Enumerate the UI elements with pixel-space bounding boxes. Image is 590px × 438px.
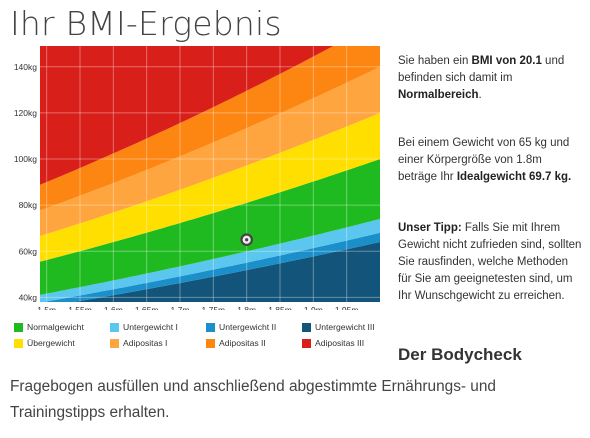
tip-label: Unser Tipp: <box>398 222 462 234</box>
legend-label: Adipositas II <box>219 338 266 348</box>
bmi-result-text: Sie haben ein BMI von 20.1 und befinden … <box>398 53 583 104</box>
legend-item-adipositas-1: Adipositas I <box>110 338 206 348</box>
bmi-band <box>40 159 380 295</box>
legend-swatch <box>206 322 215 332</box>
y-tick-label: 140kg <box>14 62 37 72</box>
bmi-bands <box>40 46 380 302</box>
legend-swatch <box>14 338 23 348</box>
legend-label: Adipositas III <box>315 338 365 348</box>
bodycheck-title: Der Bodycheck <box>398 345 522 364</box>
legend-item-adipositas-3: Adipositas III <box>302 338 398 348</box>
legend-label: Untergewicht II <box>219 322 277 332</box>
legend-item-uebergewicht: Übergewicht <box>14 338 110 348</box>
ideal-weight-value: Idealgewicht 69.7 kg. <box>456 171 572 183</box>
chart-legend: Normalgewicht Untergewicht I Untergewich… <box>14 322 384 348</box>
x-tick-label: 1,8m <box>237 305 256 310</box>
legend-label: Normalgewicht <box>27 322 84 332</box>
legend-swatch <box>110 338 119 348</box>
legend-label: Übergewicht <box>27 338 75 348</box>
bmi-band <box>40 46 334 185</box>
legend-swatch <box>302 322 311 332</box>
legend-label: Untergewicht III <box>315 322 375 332</box>
bmi-band <box>74 242 380 302</box>
legend-label: Adipositas I <box>123 338 168 348</box>
bodycheck-text: Fragebogen ausfüllen und anschließend ab… <box>10 378 496 421</box>
y-tick-label: 40kg <box>19 292 38 302</box>
result-text: und befinden sich damit im <box>398 55 565 84</box>
y-tick-label: 100kg <box>14 154 37 164</box>
y-tick-label: 60kg <box>19 246 38 256</box>
legend-label: Untergewicht I <box>123 322 178 332</box>
x-tick-label: 1,65m <box>135 305 159 310</box>
legend-item-normalgewicht: Normalgewicht <box>14 322 110 332</box>
bmi-chart-svg: 40kg 60kg 80kg 100kg 120kg 140kg 1,5m 1,55m 1,6m… <box>14 46 380 310</box>
legend-item-untergewicht-3: Untergewicht III <box>302 322 398 332</box>
x-tick-label: 1,6m <box>104 305 123 310</box>
x-tick-label: 1,55m <box>68 305 92 310</box>
legend-swatch <box>14 322 23 332</box>
page-title: Ihr BMI-Ergebnis <box>10 4 282 43</box>
bmi-band <box>40 66 380 236</box>
ideal-weight-text: Bei einem Gewicht von 65 kg und einer Kö… <box>398 135 583 186</box>
legend-swatch <box>302 338 311 348</box>
legend-item-adipositas-2: Adipositas II <box>206 338 302 348</box>
tip-text: Unser Tipp: Falls Sie mit Ihrem Gewicht … <box>398 220 583 305</box>
bmi-band <box>40 46 380 211</box>
legend-item-untergewicht-2: Untergewicht II <box>206 322 302 332</box>
bmi-marker-dot <box>245 238 249 242</box>
result-text: Sie haben ein <box>398 55 472 67</box>
x-tick-label: 1,85m <box>268 305 292 310</box>
ideal-weight-intro: Bei einem Gewicht von 65 kg und einer Kö… <box>398 137 570 183</box>
bmi-band <box>40 112 380 262</box>
bmi-category: Normalbereich <box>398 89 479 101</box>
x-tick-label: 1,75m <box>202 305 226 310</box>
bmi-band <box>40 219 380 302</box>
x-tick-label: 1,9m <box>304 305 323 310</box>
bmi-value: BMI von 20.1 <box>471 55 542 67</box>
x-tick-label: 1,7m <box>171 305 190 310</box>
legend-item-untergewicht-1: Untergewicht I <box>110 322 206 332</box>
result-text: . <box>478 89 482 101</box>
legend-swatch <box>206 338 215 348</box>
bmi-chart: 40kg 60kg 80kg 100kg 120kg 140kg 1,5m 1,55m 1,6m… <box>0 44 385 310</box>
tip-body: Falls Sie mit Ihrem Gewicht nicht zufrie… <box>398 222 582 302</box>
y-tick-label: 120kg <box>14 108 37 118</box>
legend-swatch <box>110 322 119 332</box>
x-tick-label: 1,5m <box>37 305 56 310</box>
y-tick-label: 80kg <box>19 200 38 210</box>
x-tick-label: 1,95m <box>335 305 359 310</box>
